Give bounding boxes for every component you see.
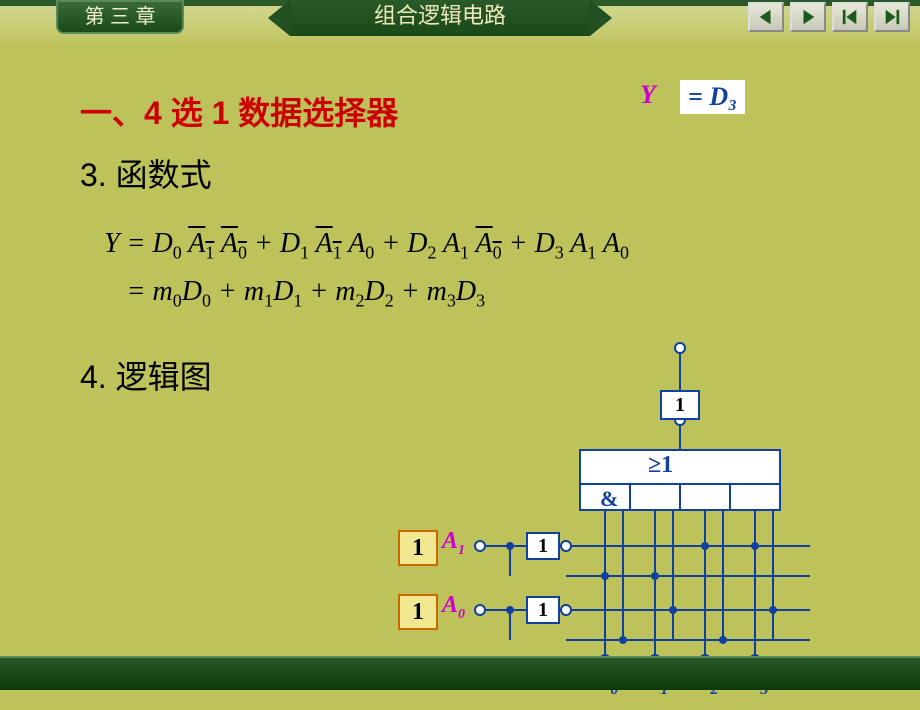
top-inverter: 1 xyxy=(660,390,700,420)
and-gate-label: & xyxy=(600,486,618,512)
title-banner: 组合逻辑电路 xyxy=(290,0,590,36)
eq-plus4: + xyxy=(218,276,244,307)
eq-eq: = xyxy=(127,228,153,259)
eq-t3: D3 A1 A0 xyxy=(535,228,629,259)
equation-line1: Y = D0 A1 A0 + D1 A1 A0 + D2 A1 A0 + D3 … xyxy=(104,220,840,316)
eq-plus1: + xyxy=(254,228,280,259)
subhead-3: 3. 函数式 xyxy=(80,150,840,196)
chapter-tab: 第 三 章 xyxy=(56,0,184,34)
inverter-a0: 1 xyxy=(526,596,560,624)
eq-Y: Y xyxy=(104,228,120,259)
eq-plus2: + xyxy=(381,228,407,259)
logic-diagram: 1 ≥1 & 1111A1A0D0D1D2D3 xyxy=(380,340,820,710)
footer-bar xyxy=(0,656,920,690)
nav-next-button[interactable] xyxy=(790,2,826,32)
one-box-a1: 1 xyxy=(398,530,438,566)
content: 一、4 选 1 数据选择器 3. 函数式 Y = D0 A1 A0 + D1 A… xyxy=(0,80,920,650)
eq-plus6: + xyxy=(401,276,427,307)
nav-prev-button[interactable] xyxy=(748,2,784,32)
diagram-svg xyxy=(380,340,820,710)
eq-t0: D0 A1 A0 xyxy=(152,228,246,259)
eq-m2: m2D2 xyxy=(335,276,393,307)
or-gate-label: ≥1 xyxy=(648,452,673,479)
one-box-a0: 1 xyxy=(398,594,438,630)
eq-m3: m3D3 xyxy=(427,276,485,307)
eq-plus3: + xyxy=(509,228,535,259)
y-output-value: = D₃ xyxy=(680,80,745,114)
nav-first-button[interactable] xyxy=(832,2,868,32)
inverter-a1: 1 xyxy=(526,532,560,560)
eq-eq2: = xyxy=(127,276,153,307)
nav-last-button[interactable] xyxy=(874,2,910,32)
eq-t1: D1 A1 A0 xyxy=(280,228,374,259)
eq-t2: D2 A1 A0 xyxy=(407,228,501,259)
eq-m1: m1D1 xyxy=(244,276,302,307)
nav-buttons xyxy=(748,2,910,32)
eq-plus5: + xyxy=(309,276,335,307)
y-output-label: Y xyxy=(640,80,656,110)
eq-m0: m0D0 xyxy=(152,276,210,307)
label-a0: A0 xyxy=(442,592,465,623)
label-a1: A1 xyxy=(442,528,465,559)
